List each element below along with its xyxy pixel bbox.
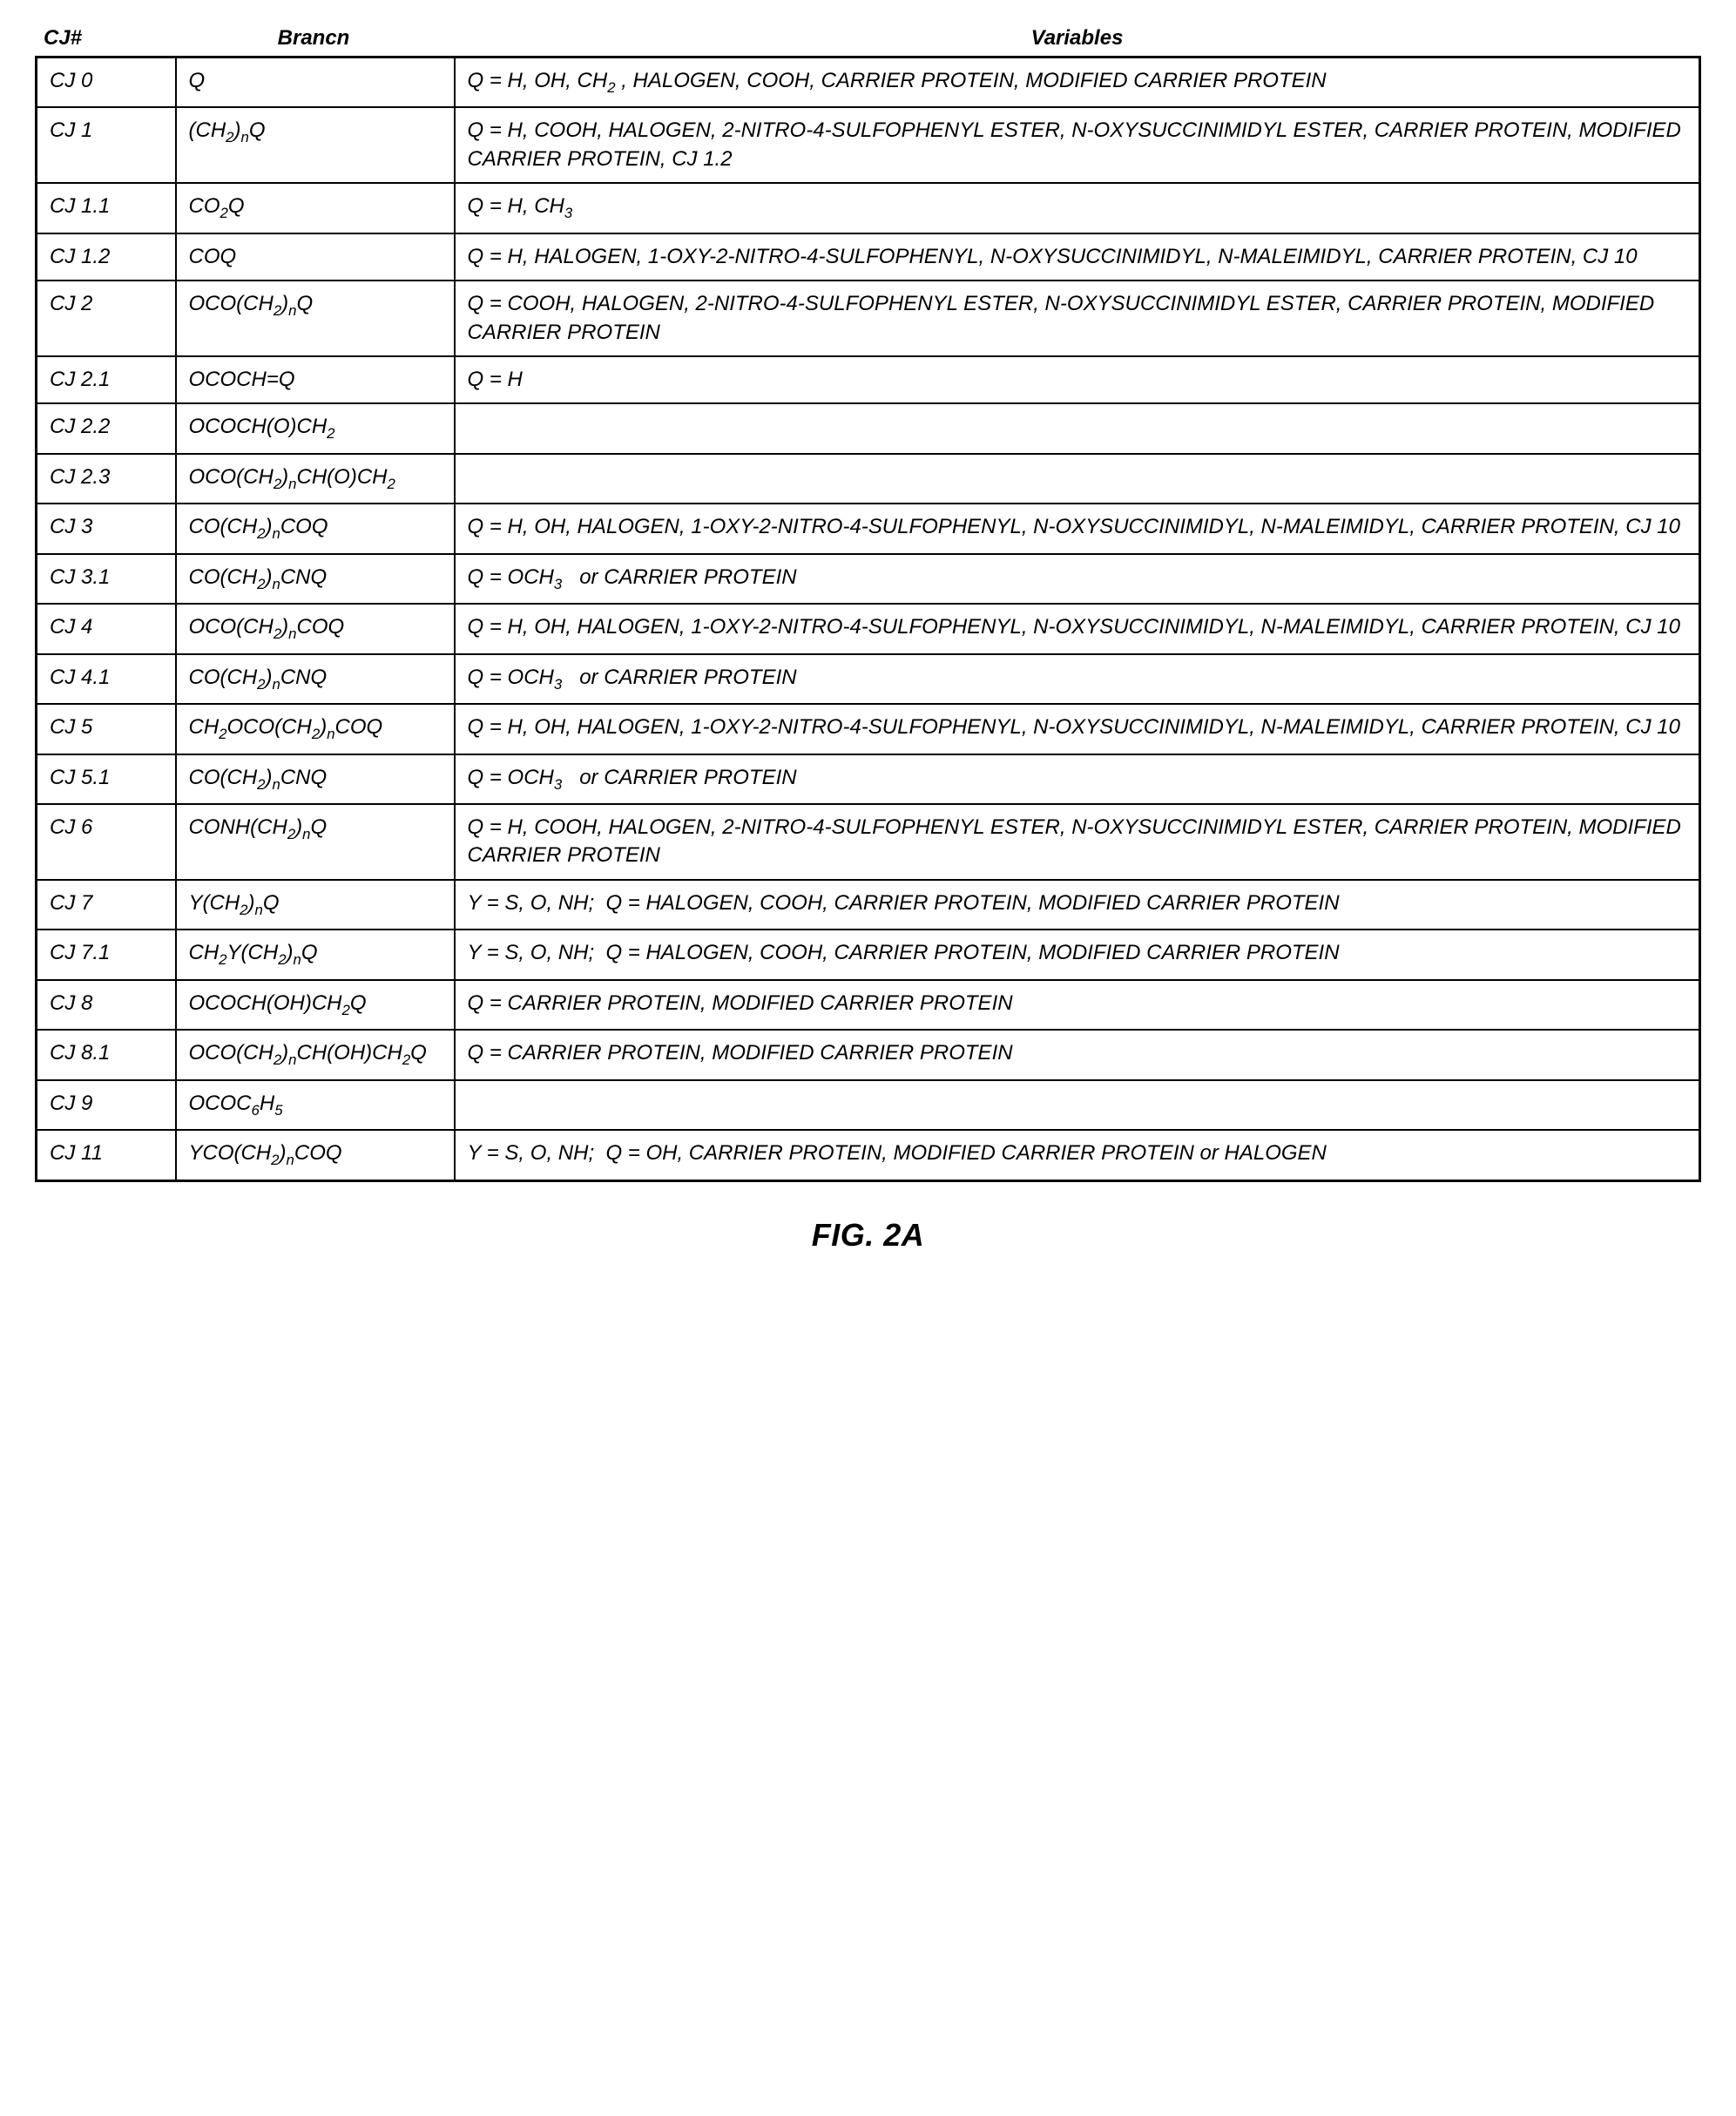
table-header-row: CJ# Brancn Variables	[35, 26, 1701, 56]
cell-branch: OCO(CH2)nCOQ	[176, 604, 455, 653]
cell-branch: CH2OCO(CH2)nCOQ	[176, 704, 455, 754]
table-row: CJ 7.1CH2Y(CH2)nQY = S, O, NH; Q = HALOG…	[37, 930, 1700, 979]
cell-variables: Q = OCH3 or CARRIER PROTEIN	[455, 554, 1700, 604]
cell-cj: CJ 1	[37, 107, 176, 183]
table-row: CJ 0QQ = H, OH, CH2 , HALOGEN, COOH, CAR…	[37, 57, 1700, 108]
cell-variables: Q = H, OH, HALOGEN, 1-OXY-2-NITRO-4-SULF…	[455, 704, 1700, 754]
cell-cj: CJ 2.3	[37, 454, 176, 504]
cell-cj: CJ 1.2	[37, 233, 176, 281]
cell-variables	[455, 403, 1700, 453]
cell-variables	[455, 454, 1700, 504]
cell-variables: Q = COOH, HALOGEN, 2-NITRO-4-SULFOPHENYL…	[455, 281, 1700, 356]
cell-cj: CJ 4.1	[37, 654, 176, 704]
cell-variables: Q = H, OH, CH2 , HALOGEN, COOH, CARRIER …	[455, 57, 1700, 108]
table-row: CJ 3CO(CH2)nCOQQ = H, OH, HALOGEN, 1-OXY…	[37, 504, 1700, 553]
table-row: CJ 5.1CO(CH2)nCNQQ = OCH3 or CARRIER PRO…	[37, 754, 1700, 804]
cell-cj: CJ 3.1	[37, 554, 176, 604]
table-row: CJ 7Y(CH2)nQY = S, O, NH; Q = HALOGEN, C…	[37, 880, 1700, 930]
cell-cj: CJ 11	[37, 1130, 176, 1180]
header-cj: CJ#	[35, 26, 174, 51]
cell-cj: CJ 2.2	[37, 403, 176, 453]
figure-caption: FIG. 2A	[35, 1217, 1701, 1254]
table-row: CJ 2OCO(CH2)nQQ = COOH, HALOGEN, 2-NITRO…	[37, 281, 1700, 356]
cell-branch: CO(CH2)nCNQ	[176, 754, 455, 804]
table-row: CJ 11YCO(CH2)nCOQY = S, O, NH; Q = OH, C…	[37, 1130, 1700, 1180]
cell-variables: Y = S, O, NH; Q = OH, CARRIER PROTEIN, M…	[455, 1130, 1700, 1180]
table-row: CJ 8.1OCO(CH2)nCH(OH)CH2QQ = CARRIER PRO…	[37, 1030, 1700, 1079]
cell-cj: CJ 0	[37, 57, 176, 108]
table-row: CJ 5CH2OCO(CH2)nCOQQ = H, OH, HALOGEN, 1…	[37, 704, 1700, 754]
cell-branch: Q	[176, 57, 455, 108]
cell-branch: OCOCH(OH)CH2Q	[176, 980, 455, 1030]
cell-variables: Q = CARRIER PROTEIN, MODIFIED CARRIER PR…	[455, 980, 1700, 1030]
cell-cj: CJ 8	[37, 980, 176, 1030]
cell-cj: CJ 7.1	[37, 930, 176, 979]
cell-cj: CJ 2.1	[37, 356, 176, 403]
table-row: CJ 2.1OCOCH=QQ = H	[37, 356, 1700, 403]
cell-branch: CO(CH2)nCNQ	[176, 554, 455, 604]
cell-cj: CJ 6	[37, 804, 176, 880]
cell-variables: Q = H, OH, HALOGEN, 1-OXY-2-NITRO-4-SULF…	[455, 604, 1700, 653]
cell-variables: Q = CARRIER PROTEIN, MODIFIED CARRIER PR…	[455, 1030, 1700, 1079]
cell-variables: Q = H, HALOGEN, 1-OXY-2-NITRO-4-SULFOPHE…	[455, 233, 1700, 281]
header-branch: Brancn	[174, 26, 453, 51]
table-row: CJ 2.2OCOCH(O)CH2	[37, 403, 1700, 453]
cell-cj: CJ 2	[37, 281, 176, 356]
cell-variables: Y = S, O, NH; Q = HALOGEN, COOH, CARRIER…	[455, 930, 1700, 979]
cell-branch: CH2Y(CH2)nQ	[176, 930, 455, 979]
table-row: CJ 9OCOC6H5	[37, 1080, 1700, 1130]
cell-branch: OCOC6H5	[176, 1080, 455, 1130]
cell-cj: CJ 4	[37, 604, 176, 653]
table-row: CJ 4OCO(CH2)nCOQQ = H, OH, HALOGEN, 1-OX…	[37, 604, 1700, 653]
cell-branch: (CH2)nQ	[176, 107, 455, 183]
cell-branch: CO(CH2)nCOQ	[176, 504, 455, 553]
header-variables: Variables	[453, 26, 1701, 51]
table-row: CJ 4.1CO(CH2)nCNQQ = OCH3 or CARRIER PRO…	[37, 654, 1700, 704]
cell-cj: CJ 7	[37, 880, 176, 930]
table-row: CJ 3.1CO(CH2)nCNQQ = OCH3 or CARRIER PRO…	[37, 554, 1700, 604]
cj-table-body: CJ 0QQ = H, OH, CH2 , HALOGEN, COOH, CAR…	[37, 57, 1700, 1181]
cell-branch: OCOCH(O)CH2	[176, 403, 455, 453]
cell-variables: Q = H, COOH, HALOGEN, 2-NITRO-4-SULFOPHE…	[455, 107, 1700, 183]
cell-branch: CO(CH2)nCNQ	[176, 654, 455, 704]
cell-branch: CO2Q	[176, 183, 455, 233]
cell-branch: OCO(CH2)nCH(O)CH2	[176, 454, 455, 504]
table-row: CJ 1(CH2)nQQ = H, COOH, HALOGEN, 2-NITRO…	[37, 107, 1700, 183]
cell-branch: CONH(CH2)nQ	[176, 804, 455, 880]
cell-variables: Q = H, CH3	[455, 183, 1700, 233]
cell-cj: CJ 5	[37, 704, 176, 754]
cell-cj: CJ 3	[37, 504, 176, 553]
cell-variables: Q = H, OH, HALOGEN, 1-OXY-2-NITRO-4-SULF…	[455, 504, 1700, 553]
cj-table: CJ 0QQ = H, OH, CH2 , HALOGEN, COOH, CAR…	[35, 56, 1701, 1182]
cell-variables: Y = S, O, NH; Q = HALOGEN, COOH, CARRIER…	[455, 880, 1700, 930]
cell-branch: OCOCH=Q	[176, 356, 455, 403]
table-row: CJ 6CONH(CH2)nQQ = H, COOH, HALOGEN, 2-N…	[37, 804, 1700, 880]
table-row: CJ 8OCOCH(OH)CH2QQ = CARRIER PROTEIN, MO…	[37, 980, 1700, 1030]
cell-variables: Q = OCH3 or CARRIER PROTEIN	[455, 654, 1700, 704]
cell-variables: Q = H, COOH, HALOGEN, 2-NITRO-4-SULFOPHE…	[455, 804, 1700, 880]
cell-branch: OCO(CH2)nQ	[176, 281, 455, 356]
cell-variables: Q = OCH3 or CARRIER PROTEIN	[455, 754, 1700, 804]
cell-cj: CJ 5.1	[37, 754, 176, 804]
cell-variables: Q = H	[455, 356, 1700, 403]
cell-cj: CJ 8.1	[37, 1030, 176, 1079]
cell-branch: Y(CH2)nQ	[176, 880, 455, 930]
table-row: CJ 1.1CO2QQ = H, CH3	[37, 183, 1700, 233]
cell-cj: CJ 9	[37, 1080, 176, 1130]
cell-branch: OCO(CH2)nCH(OH)CH2Q	[176, 1030, 455, 1079]
cell-variables	[455, 1080, 1700, 1130]
cell-branch: YCO(CH2)nCOQ	[176, 1130, 455, 1180]
table-row: CJ 2.3OCO(CH2)nCH(O)CH2	[37, 454, 1700, 504]
table-row: CJ 1.2COQQ = H, HALOGEN, 1-OXY-2-NITRO-4…	[37, 233, 1700, 281]
cell-cj: CJ 1.1	[37, 183, 176, 233]
cell-branch: COQ	[176, 233, 455, 281]
